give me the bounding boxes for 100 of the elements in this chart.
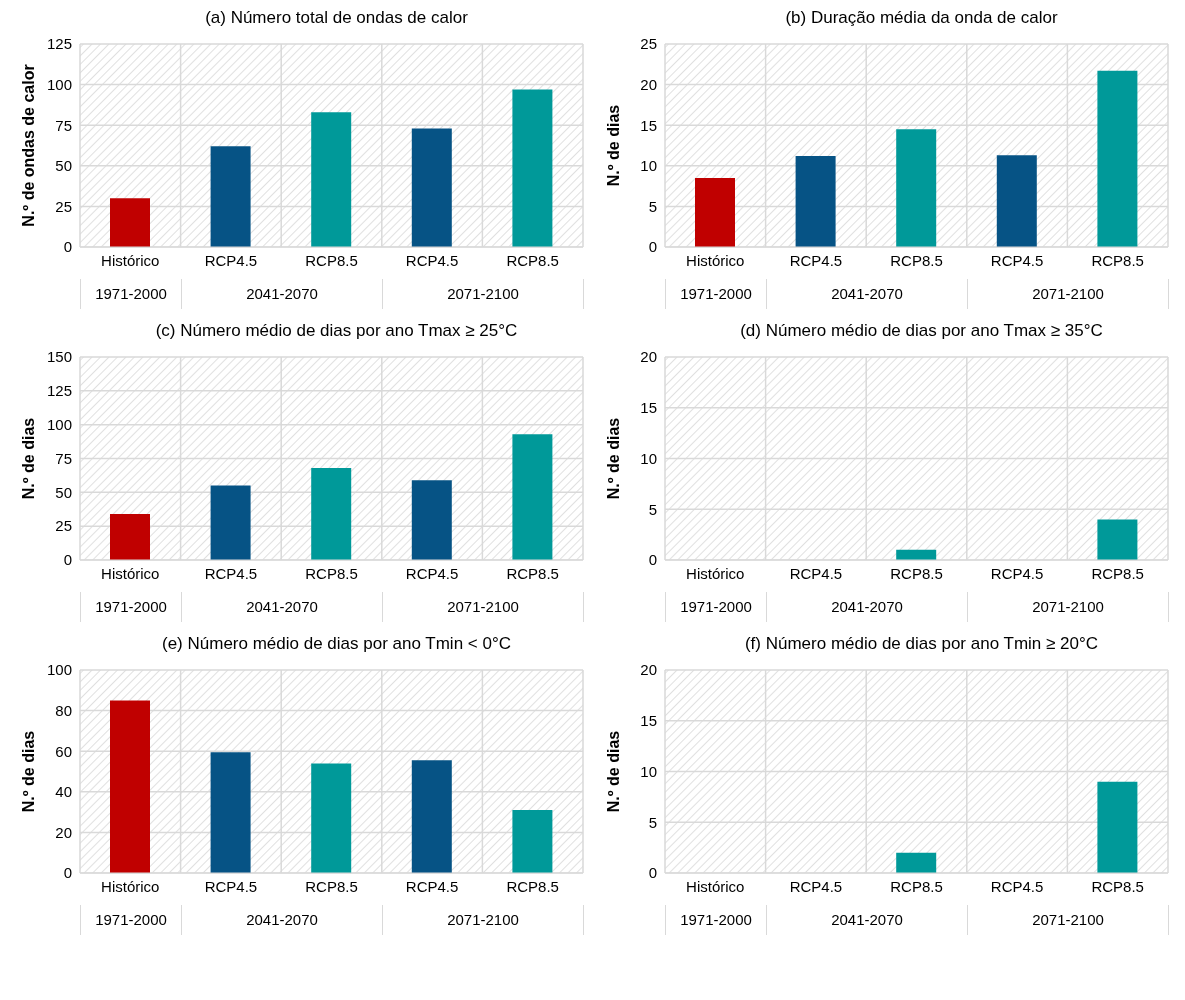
- x-tick-label: RCP4.5: [789, 251, 843, 269]
- bar: [996, 155, 1037, 247]
- x-tick-label: RCP4.5: [204, 564, 258, 582]
- x-tick-label: RCP4.5: [405, 564, 459, 582]
- y-tick-label: 60: [55, 742, 72, 760]
- bar: [311, 112, 352, 247]
- bar: [695, 177, 735, 247]
- x-tick-label: RCP8.5: [506, 564, 559, 582]
- chart-title: (d) Número médio de dias por ano Tmax ≥ 35°C: [739, 321, 1104, 342]
- text: 1971-2000: [81, 279, 182, 309]
- y-tick-label: 25: [640, 35, 657, 53]
- x-tick-label: Histórico: [686, 877, 745, 895]
- x-tick-label: RCP4.5: [789, 564, 843, 582]
- chart-title: (e) Número médio de dias por ano Tmin < 0°C: [161, 634, 512, 655]
- x-tick-label: Histórico: [686, 564, 745, 582]
- y-tick-label: 0: [648, 238, 657, 256]
- y-tick-label: 15: [640, 712, 657, 730]
- x-tick-label: RCP8.5: [506, 877, 559, 895]
- y-tick-label: 50: [55, 483, 72, 501]
- bar: [896, 129, 937, 247]
- chart-title: (a) Número total de ondas de calor: [204, 8, 469, 29]
- y-axis-title: N.º de dias: [19, 417, 37, 500]
- x-tick-label: RCP8.5: [890, 564, 943, 582]
- bar: [210, 752, 251, 873]
- bar: [210, 485, 251, 560]
- y-tick-label: 5: [648, 813, 657, 831]
- bar: [512, 810, 553, 873]
- x-tick-label: RCP8.5: [1091, 564, 1144, 582]
- y-tick-label: 10: [640, 449, 657, 467]
- y-tick-label: 100: [46, 415, 72, 433]
- text: 1971-2000: [666, 279, 767, 309]
- text: 1971-2000: [81, 905, 182, 935]
- bar: [512, 434, 553, 560]
- y-tick-label: 5: [648, 500, 657, 518]
- text: 2041-2070: [767, 279, 968, 309]
- y-axis-title: N.º de ondas de calor: [19, 64, 37, 227]
- y-tick-label: 0: [63, 864, 72, 882]
- text: 2041-2070: [182, 905, 383, 935]
- x-tick-label: RCP8.5: [890, 877, 943, 895]
- y-tick-label: 100: [46, 661, 72, 679]
- y-tick-label: 80: [55, 701, 72, 719]
- text: 2071-2100: [968, 905, 1169, 935]
- y-tick-label: 10: [640, 157, 657, 175]
- y-tick-label: 5: [648, 197, 657, 215]
- text: 2041-2070: [182, 279, 383, 309]
- chart-title: (f) Número médio de dias por ano Tmin ≥ 20°C: [743, 634, 1100, 655]
- y-tick-label: 75: [55, 116, 72, 134]
- y-tick-label: 50: [55, 157, 72, 175]
- y-tick-label: 125: [46, 35, 72, 53]
- text: 2071-2100: [383, 592, 584, 622]
- y-tick-label: 100: [46, 75, 72, 93]
- x-tick-label: RCP4.5: [204, 251, 258, 269]
- x-tick-label: RCP8.5: [1091, 877, 1144, 895]
- y-tick-label: 20: [640, 75, 657, 93]
- y-tick-label: 10: [640, 762, 657, 780]
- text: 2041-2070: [767, 905, 968, 935]
- text: 2071-2100: [383, 279, 584, 309]
- y-tick-label: 0: [648, 551, 657, 569]
- x-tick-label: RCP8.5: [890, 251, 943, 269]
- y-tick-label: 15: [640, 116, 657, 134]
- x-tick-label: RCP4.5: [990, 251, 1044, 269]
- bar: [411, 128, 452, 247]
- y-tick-label: 150: [46, 348, 72, 366]
- y-tick-label: 25: [55, 197, 72, 215]
- x-tick-label: RCP4.5: [789, 877, 843, 895]
- text: 2041-2070: [767, 592, 968, 622]
- x-tick-label: RCP8.5: [305, 251, 358, 269]
- bar: [110, 513, 150, 560]
- y-tick-label: 75: [55, 449, 72, 467]
- y-axis-title: N.º de dias: [604, 417, 622, 500]
- chart-title: (c) Número médio de dias por ano Tmax ≥ 25°C: [154, 321, 519, 342]
- x-tick-label: Histórico: [101, 564, 160, 582]
- x-tick-label: Histórico: [686, 251, 745, 269]
- chart-title: (b) Duração média da onda de calor: [784, 8, 1059, 29]
- text: 1971-2000: [666, 592, 767, 622]
- bar: [110, 700, 150, 873]
- x-tick-label: Histórico: [101, 251, 160, 269]
- x-tick-label: RCP4.5: [405, 877, 459, 895]
- bar: [512, 89, 553, 247]
- text: 2071-2100: [383, 905, 584, 935]
- text: 2071-2100: [968, 279, 1169, 309]
- bar: [311, 763, 352, 873]
- bar: [110, 198, 150, 247]
- y-tick-label: 0: [63, 238, 72, 256]
- text: 1971-2000: [666, 905, 767, 935]
- x-tick-label: Histórico: [101, 877, 160, 895]
- y-axis-title: N.º de dias: [604, 104, 622, 187]
- y-tick-label: 20: [55, 823, 72, 841]
- y-tick-label: 20: [640, 348, 657, 366]
- y-tick-label: 40: [55, 783, 72, 801]
- x-tick-label: RCP8.5: [305, 877, 358, 895]
- bar: [210, 146, 251, 247]
- text: 2071-2100: [968, 592, 1169, 622]
- bar: [411, 480, 452, 560]
- x-tick-label: RCP4.5: [405, 251, 459, 269]
- x-tick-label: RCP8.5: [506, 251, 559, 269]
- bar: [411, 760, 452, 873]
- bar: [1097, 70, 1138, 247]
- y-axis-title: N.º de dias: [604, 730, 622, 813]
- x-tick-label: RCP4.5: [204, 877, 258, 895]
